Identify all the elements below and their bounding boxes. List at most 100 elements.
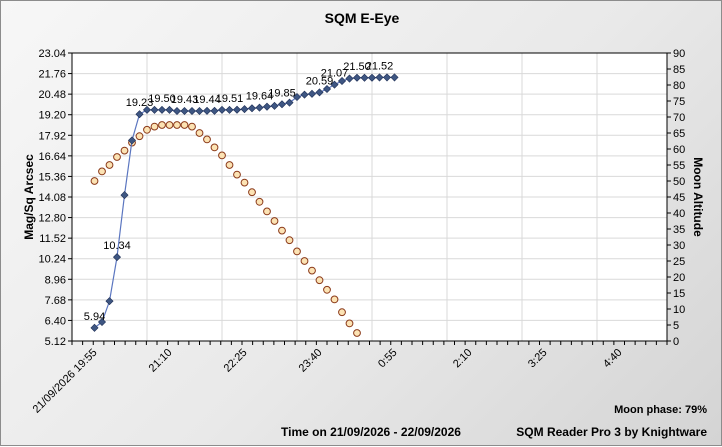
moon-altitude-point xyxy=(90,177,99,185)
sky-brightness-point xyxy=(367,73,377,82)
sky-brightness-point xyxy=(112,253,122,262)
moon-altitude-point xyxy=(285,236,294,245)
sky-brightness-point xyxy=(315,88,324,97)
credit-text: SQM Reader Pro 3 by Knightware xyxy=(516,425,707,439)
y-tick-label: 8.96 xyxy=(45,274,66,286)
moon-altitude-point xyxy=(263,207,271,216)
sky-brightness-point xyxy=(307,89,317,98)
sky-brightness-point xyxy=(375,73,384,82)
sky-brightness-point xyxy=(127,136,137,145)
moon-altitude-point xyxy=(323,285,331,294)
sky-brightness-series xyxy=(90,73,399,332)
data-label: 19.23 xyxy=(126,97,154,109)
moon-altitude-point xyxy=(143,125,151,134)
moon-altitude-point xyxy=(98,167,106,176)
sky-brightness-point xyxy=(187,106,197,116)
y2-tick-label: 40 xyxy=(673,208,685,220)
data-label: 19.85 xyxy=(268,87,296,99)
data-label: 19.64 xyxy=(246,91,274,103)
moon-altitude-point xyxy=(338,308,346,317)
moon-altitude-series xyxy=(90,121,361,337)
sky-brightness-point xyxy=(262,102,272,111)
y2-tick-label: 25 xyxy=(673,256,685,268)
y-tick-label: 19.20 xyxy=(38,110,66,122)
y-tick-label: 5.12 xyxy=(45,336,66,348)
x-tick-label: 0:55 xyxy=(376,347,400,371)
y-tick-label: 12.80 xyxy=(38,213,66,225)
moon-altitude-point xyxy=(248,188,256,197)
sky-brightness-point xyxy=(352,73,362,82)
y2-axis-title: Moon Altitude xyxy=(691,157,705,237)
data-label: 19.51 xyxy=(216,93,244,105)
y2-tick-label: 15 xyxy=(673,288,685,300)
y2-tick-label: 65 xyxy=(673,128,685,140)
sky-brightness-point xyxy=(142,105,152,114)
y-tick-label: 10.24 xyxy=(38,254,66,266)
y2-tick-label: 10 xyxy=(673,304,685,316)
y2-tick-label: 20 xyxy=(673,272,685,284)
moon-altitude-point xyxy=(210,143,219,152)
sky-brightness-point xyxy=(90,323,99,332)
y2-tick-label: 85 xyxy=(673,64,685,76)
y2-tick-label: 5 xyxy=(673,320,679,332)
moon-altitude-point xyxy=(180,121,189,129)
y-tick-label: 15.36 xyxy=(38,171,66,183)
sky-brightness-point xyxy=(202,106,212,115)
x-tick-label: 23:40 xyxy=(297,347,325,375)
moon-altitude-point xyxy=(218,151,226,160)
data-label: 20.59 xyxy=(306,75,334,87)
x-axis-ticks: 21/09/2026 19:55 21:10 22:25 23:40 0:55 2:10 3… xyxy=(31,341,668,416)
data-label: 19.50 xyxy=(148,93,176,105)
sky-brightness-point xyxy=(382,73,392,82)
y2-tick-label: 50 xyxy=(673,176,685,188)
y2-tick-label: 90 xyxy=(673,48,685,60)
y2-tick-label: 75 xyxy=(673,96,685,108)
y-tick-label: 23.04 xyxy=(38,48,66,60)
y-tick-label: 7.68 xyxy=(45,295,66,307)
moon-altitude-point xyxy=(345,319,354,328)
moon-altitude-point xyxy=(300,257,309,265)
sky-brightness-point xyxy=(225,105,234,114)
data-label: 5.94 xyxy=(84,311,105,323)
moon-altitude-point xyxy=(195,129,204,137)
x-axis-title: Time on 21/09/2026 - 22/09/2026 xyxy=(281,425,461,439)
sky-brightness-point xyxy=(97,318,107,327)
sky-brightness-point xyxy=(120,191,129,200)
moon-altitude-point xyxy=(113,153,121,161)
y-axis-title: Mag/Sq Arcsec xyxy=(22,154,36,240)
moon-altitude-point xyxy=(225,161,234,169)
x-tick-label: 21/09/2026 19:55 xyxy=(31,347,100,416)
sky-brightness-point xyxy=(292,93,302,102)
moon-altitude-point xyxy=(203,135,211,144)
y2-tick-label: 70 xyxy=(673,112,685,124)
y2-tick-label: 55 xyxy=(673,160,685,172)
sky-brightness-point xyxy=(195,106,204,116)
moon-altitude-point xyxy=(315,276,324,285)
moon-altitude-point xyxy=(308,266,316,275)
data-label: 21.50 xyxy=(343,61,371,73)
moon-altitude-point xyxy=(353,329,361,337)
sky-brightness-point xyxy=(232,105,242,114)
sky-brightness-point xyxy=(247,104,257,113)
y2-tick-label: 45 xyxy=(673,192,685,204)
y-tick-label: 16.64 xyxy=(38,151,66,163)
moon-altitude-point xyxy=(233,170,241,179)
chart-title: SQM E-Eye xyxy=(325,10,400,26)
sky-brightness-point xyxy=(300,90,309,99)
x-tick-label: 2:10 xyxy=(451,347,475,371)
x-tick-label: 4:40 xyxy=(601,347,625,371)
y-axis-ticks: 23.04 21.76 20.48 19.20 17.92 16.64 15.36 14.08… xyxy=(38,48,72,348)
moon-altitude-point xyxy=(255,197,264,206)
moon-altitude-point xyxy=(330,295,339,304)
y-tick-label: 21.76 xyxy=(38,69,66,81)
sky-brightness-point xyxy=(270,101,279,110)
sky-brightness-point xyxy=(322,84,332,94)
sky-brightness-point xyxy=(217,105,227,114)
moon-altitude-point xyxy=(270,217,279,225)
sky-brightness-point xyxy=(157,105,167,114)
moon-altitude-point xyxy=(105,161,114,169)
sky-brightness-point xyxy=(240,105,249,114)
sky-brightness-point xyxy=(360,73,369,82)
